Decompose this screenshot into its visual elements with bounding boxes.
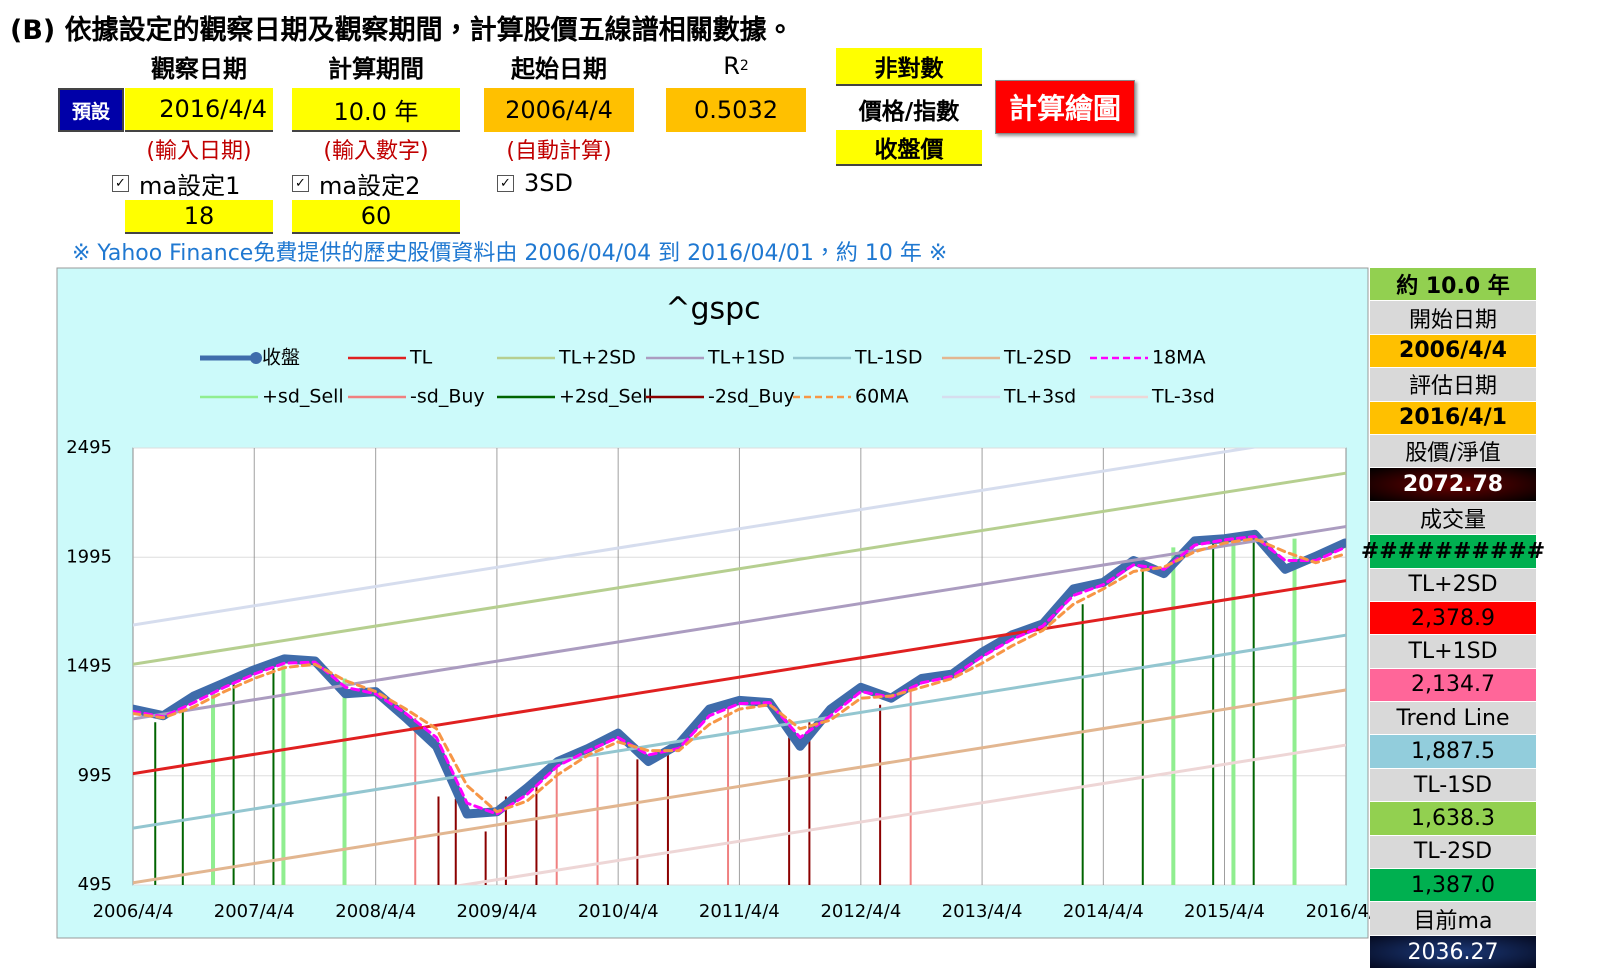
plot-series (133, 448, 1346, 885)
chart: ^gspc 495 995 1495 1995 2495 2006/4/4 2007/4/4… (56, 267, 1370, 939)
x-tick-label: 2013/4/4 (942, 901, 1023, 922)
x-tick-label: 2009/4/4 (457, 901, 538, 922)
panel-cell: 評估日期 (1370, 368, 1536, 402)
panel-cell: 股價/淨值 (1370, 434, 1536, 469)
close-option[interactable]: 收盤價 (836, 130, 982, 166)
series-line (453, 743, 1346, 885)
panel-cell: 2072.78 (1370, 468, 1536, 502)
y-tick-label: 1995 (66, 546, 112, 567)
period-input[interactable]: 10.0 年 (292, 88, 460, 132)
legend-label: TL+3sd (1003, 386, 1076, 408)
panel-cell: 2,378.9 (1370, 601, 1536, 636)
x-tick-label: 2006/4/4 (93, 901, 174, 922)
series-line (133, 537, 1346, 814)
legend-label: TL (409, 347, 433, 369)
chart-title: ^gspc (665, 292, 760, 327)
scale-option[interactable]: 非對數 (836, 48, 982, 86)
y-tick-label: 1495 (66, 656, 112, 677)
y-tick-label: 495 (78, 874, 112, 895)
summary-panel: 約 10.0 年開始日期 2006/4/4 評估日期 2016/4/1 股價/淨值 207… (1361, 268, 1545, 970)
panel-cell: TL+2SD (1370, 568, 1536, 602)
panel-cell: TL+1SD (1370, 635, 1536, 669)
data-note: ※ Yahoo Finance免費提供的歷史股價資料由 2006/04/04 到… (72, 241, 948, 266)
series-line (133, 633, 1346, 830)
ma1-label: ma設定1 (139, 171, 241, 200)
panel-cell: 1,638.3 (1370, 802, 1536, 836)
x-tick-label: 2008/4/4 (335, 901, 416, 922)
observe-label: 觀察日期 (151, 54, 247, 83)
panel-cell: 2016/4/1 (1370, 401, 1536, 435)
legend-label: TL-3sd (1151, 386, 1215, 408)
period-label: 計算期間 (328, 54, 424, 83)
panel-cell: 目前ma (1370, 902, 1536, 936)
ma1-input[interactable]: 18 (125, 200, 273, 234)
legend-label: -sd_Buy (410, 386, 485, 408)
legend-label: 60MA (855, 386, 909, 408)
panel-cell: 2036.27 (1370, 935, 1536, 970)
start-hint: (自動計算) (506, 139, 612, 164)
panel-cell: 約 10.0 年 (1370, 268, 1536, 302)
sd3-checkbox[interactable]: ✓ 3SD (497, 166, 617, 200)
series-line (133, 525, 1346, 721)
calc-button[interactable]: 計算繪圖 (995, 80, 1135, 134)
panel-cell: TL-1SD (1370, 768, 1536, 803)
series-line (133, 535, 1346, 816)
preset-button[interactable]: 預設 (58, 88, 124, 132)
legend-label: TL-2SD (1003, 347, 1072, 369)
check-icon: ✓ (292, 174, 309, 192)
panel-cell: Trend Line (1370, 702, 1536, 736)
x-tick-label: 2010/4/4 (578, 901, 659, 922)
legend-label: +sd_Sell (262, 386, 344, 408)
ma2-input[interactable]: 60 (292, 200, 460, 234)
y-tick-label: 995 (78, 765, 112, 786)
period-hint: (輸入數字) (323, 139, 429, 164)
r2-sup: 2 (739, 58, 749, 74)
start-date: 2006/4/4 (484, 88, 634, 132)
legend-label: 收盤 (262, 347, 300, 369)
legend-marker (250, 352, 262, 364)
legend-label: TL-1SD (854, 347, 923, 369)
x-tick-label: 2014/4/4 (1063, 901, 1144, 922)
sd3-label: 3SD (524, 169, 573, 197)
legend-label: -2sd_Buy (708, 386, 795, 408)
r2-text: R (723, 52, 740, 80)
panel-cell: 1,387.0 (1370, 869, 1536, 903)
price-option[interactable]: 價格/指數 (858, 99, 960, 125)
panel-cell: 2006/4/4 (1370, 334, 1536, 369)
ma2-checkbox[interactable]: ✓ ma設定2 (292, 166, 462, 200)
page-title: (B) 依據設定的觀察日期及觀察期間，計算股價五線譜相關數據。 (10, 15, 794, 46)
check-icon: ✓ (497, 174, 514, 192)
legend-label: +2sd_Sell (559, 386, 653, 408)
x-tick-label: 2007/4/4 (214, 901, 295, 922)
series-line (133, 471, 1346, 666)
panel-cell: 2,134.7 (1370, 668, 1536, 703)
x-tick-label: 2015/4/4 (1184, 901, 1265, 922)
start-label: 起始日期 (511, 54, 607, 83)
panel-cell: 成交量 (1370, 501, 1536, 536)
legend-label: TL+2SD (558, 347, 636, 369)
panel-cell: TL-2SD (1370, 835, 1536, 870)
series-line (133, 579, 1346, 776)
observe-hint: (輸入日期) (146, 139, 252, 164)
panel-cell: 1,887.5 (1370, 735, 1536, 769)
observe-date[interactable]: 2016/4/4 (125, 88, 273, 132)
x-tick-label: 2016/4/4 (1306, 901, 1370, 922)
panel-cell: ########## (1361, 535, 1545, 569)
series-line (133, 448, 1259, 627)
y-tick-label: 2495 (66, 437, 112, 458)
x-tick-label: 2011/4/4 (699, 901, 780, 922)
check-icon: ✓ (112, 174, 129, 192)
ma1-checkbox[interactable]: ✓ ma設定1 (112, 166, 282, 200)
x-tick-label: 2012/4/4 (820, 901, 901, 922)
legend-label: 18MA (1152, 347, 1206, 369)
r2-value: 0.5032 (666, 88, 806, 132)
series-line (133, 688, 1346, 885)
panel-cell: 開始日期 (1370, 301, 1536, 335)
ma2-label: ma設定2 (319, 171, 421, 200)
legend-label: TL+1SD (707, 347, 785, 369)
